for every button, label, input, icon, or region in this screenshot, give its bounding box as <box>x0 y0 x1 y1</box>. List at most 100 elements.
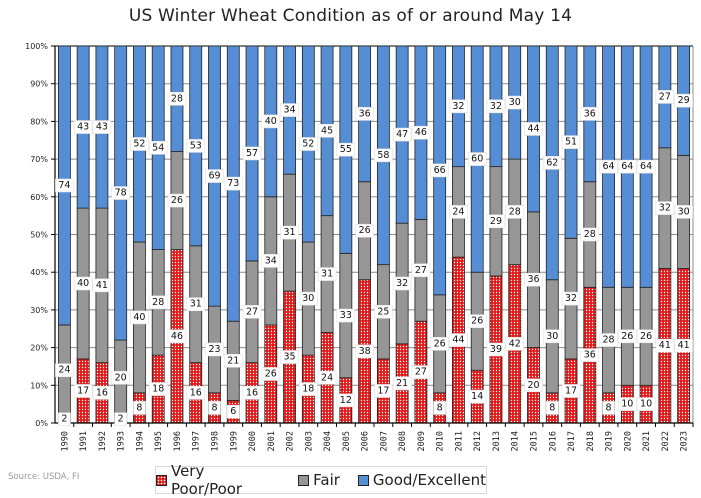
data-label-background <box>602 401 615 415</box>
data-label: 18 <box>152 384 164 395</box>
data-label: 26 <box>621 331 633 342</box>
data-label: 34 <box>284 105 296 116</box>
data-label-background <box>148 140 168 155</box>
x-tick-label: 2016 <box>548 431 558 451</box>
x-tick-label: 2021 <box>642 431 652 451</box>
data-label-background <box>374 384 393 398</box>
data-label: 36 <box>359 108 371 119</box>
data-label: 21 <box>227 355 239 366</box>
data-label-background <box>111 370 130 385</box>
data-label-background <box>355 344 374 359</box>
x-tick-label: 1992 <box>98 431 108 451</box>
data-label-background <box>92 386 112 400</box>
data-label: 36 <box>527 274 539 285</box>
x-tick-label: 2020 <box>623 431 633 451</box>
data-label: 31 <box>321 269 333 280</box>
x-tick-label: 2003 <box>304 431 314 451</box>
data-label-background <box>280 350 299 364</box>
y-tick-label: 80% <box>30 117 48 126</box>
data-label-background <box>433 401 446 415</box>
data-label-background <box>655 201 675 215</box>
data-label-background <box>467 389 487 404</box>
data-label-background <box>355 107 374 121</box>
data-label: 51 <box>565 137 577 148</box>
data-label: 44 <box>527 123 539 134</box>
y-tick-label: 40% <box>30 268 48 277</box>
data-label-background <box>674 205 693 219</box>
data-label: 45 <box>321 125 333 136</box>
data-label-background <box>205 169 224 183</box>
data-label-background <box>655 90 675 104</box>
data-label-background <box>223 176 243 191</box>
data-label: 28 <box>171 93 183 104</box>
data-label: 16 <box>190 387 202 398</box>
data-label: 36 <box>584 350 596 361</box>
data-label-background <box>167 91 187 106</box>
data-label-background <box>299 291 318 306</box>
y-tick-label: 60% <box>30 193 48 202</box>
data-label: 39 <box>490 344 502 355</box>
data-label-background <box>561 135 581 149</box>
legend-item-very-poor-poor: Very Poor/Poor <box>156 462 280 498</box>
data-label: 8 <box>549 402 555 413</box>
x-tick-label: 1994 <box>135 431 145 451</box>
data-label-background <box>674 93 693 108</box>
data-label-background <box>92 120 112 134</box>
data-label: 30 <box>509 97 521 108</box>
data-label: 17 <box>77 385 89 396</box>
data-label: 36 <box>584 108 596 119</box>
data-label: 26 <box>359 225 371 236</box>
data-label-background <box>186 297 206 312</box>
data-label-background <box>355 223 374 238</box>
data-label: 28 <box>152 297 164 308</box>
x-tick-label: 2018 <box>586 431 596 451</box>
data-label: 53 <box>190 140 202 151</box>
data-label-background <box>618 397 637 411</box>
data-label: 27 <box>246 306 258 317</box>
data-label: 58 <box>377 150 389 161</box>
y-tick-label: 90% <box>30 80 48 89</box>
data-label-background <box>58 412 71 427</box>
data-label: 2 <box>61 414 67 425</box>
data-label: 26 <box>640 331 652 342</box>
y-tick-label: 50% <box>30 231 48 240</box>
x-tick-label: 2004 <box>323 431 333 451</box>
x-tick-label: 2014 <box>511 431 521 451</box>
data-labels: 2 24 74 17 40 43 16 41 43 2 20 78 8 40 52 18 28 54 46 26 28 1… <box>55 90 693 427</box>
data-label-background <box>392 276 412 291</box>
data-label: 29 <box>490 216 502 227</box>
data-label-background <box>618 159 637 174</box>
data-label-background <box>261 367 281 381</box>
x-tick-label: 1991 <box>79 431 89 451</box>
data-label: 41 <box>678 340 690 351</box>
y-tick-label: 30% <box>30 306 48 315</box>
data-label: 23 <box>208 344 220 355</box>
data-label: 16 <box>246 387 258 398</box>
data-label: 24 <box>58 365 70 376</box>
data-label-background <box>148 295 168 310</box>
data-label-background <box>561 291 581 306</box>
data-label-background <box>430 337 449 351</box>
data-label-background <box>524 272 543 287</box>
data-label-background <box>261 254 281 268</box>
data-label: 30 <box>302 293 314 304</box>
data-label-background <box>411 365 431 379</box>
chart-title: US Winter Wheat Condition as of or aroun… <box>128 6 573 26</box>
x-tick-label: 1997 <box>192 431 202 451</box>
data-label-background <box>73 384 93 398</box>
data-label-background <box>486 342 506 357</box>
data-label-background <box>114 412 127 427</box>
data-label: 43 <box>77 122 89 133</box>
data-label-background <box>374 304 393 319</box>
data-label: 20 <box>527 380 539 391</box>
y-tick-label: 70% <box>30 155 48 164</box>
data-label-background <box>674 338 693 353</box>
data-label: 33 <box>340 310 352 321</box>
legend-item-fair: Fair <box>298 471 340 489</box>
data-label: 40 <box>77 278 89 289</box>
data-label-background <box>73 276 93 291</box>
data-label: 18 <box>302 384 314 395</box>
data-label-background <box>467 152 487 166</box>
data-label: 25 <box>377 306 389 317</box>
data-label: 31 <box>190 299 202 310</box>
